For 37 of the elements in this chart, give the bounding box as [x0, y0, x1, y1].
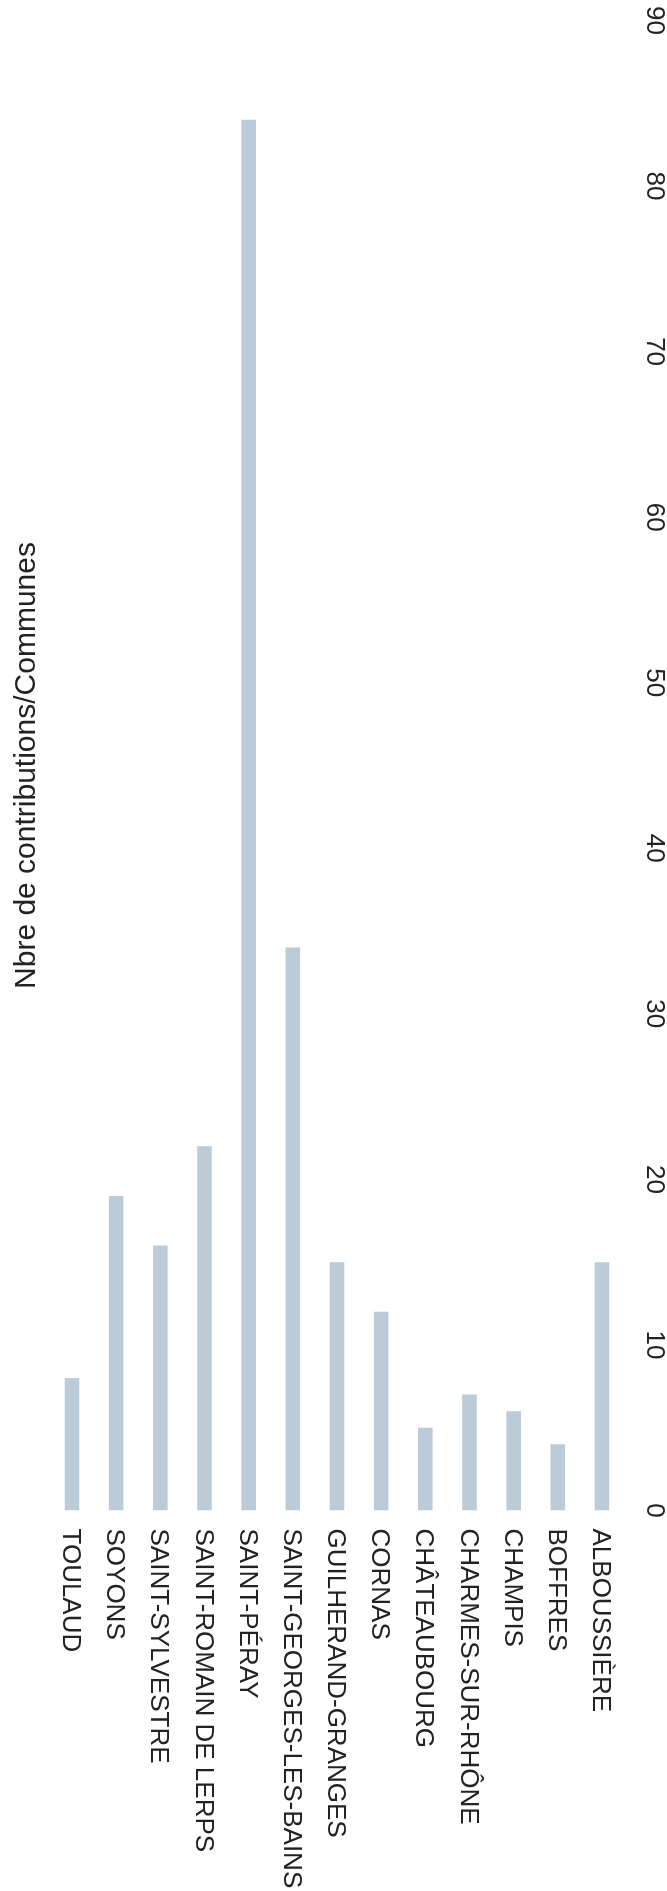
y-tick-label: 60: [640, 502, 667, 532]
x-tick-label: BOFFRES: [542, 1528, 573, 1652]
x-tick-label: SAINT-GEORGES-LES-BAINS: [277, 1528, 308, 1889]
x-tick-label: SAINT-ROMAIN DE LERPS: [189, 1528, 220, 1853]
x-tick-label: CORNAS: [366, 1528, 397, 1640]
y-tick-label: 20: [640, 1164, 667, 1194]
bar: [108, 1195, 124, 1511]
x-tick-label: CHAMPIS: [498, 1528, 529, 1647]
y-tick-label: 0: [640, 1503, 667, 1518]
y-tick-label: 50: [640, 668, 667, 698]
bar: [329, 1262, 345, 1511]
x-tick-label: TOULAUD: [57, 1528, 87, 1653]
bar: [462, 1394, 477, 1511]
bar: [550, 1444, 566, 1511]
bar: [594, 1262, 610, 1511]
y-tick-label: 90: [640, 6, 667, 35]
x-tick-label: SOYONS: [101, 1528, 132, 1640]
text: Nbre de contributions/Communes: [7, 542, 41, 989]
bar: [418, 1427, 433, 1511]
x-tick-label: ALBOUSSIÈRE: [587, 1528, 617, 1713]
y-tick-label: 40: [640, 833, 667, 863]
x-tick-label: GUILHERAND-GRANGES: [322, 1528, 352, 1838]
bar: [197, 1146, 212, 1511]
x-tick-label: SAINT-SYLVESTRE: [145, 1528, 176, 1764]
x-tick-label: CHÂTEAUBOURG: [410, 1528, 441, 1749]
bar: [285, 947, 301, 1511]
bar: [64, 1378, 80, 1511]
x-tick-label: CHARMES-SUR-RHÔNE: [454, 1528, 485, 1825]
bar: [153, 1245, 168, 1511]
y-tick-label: 30: [640, 999, 667, 1029]
bar: [373, 1311, 389, 1511]
y-tick-label: 80: [640, 171, 667, 201]
bar: [506, 1411, 521, 1511]
x-tick-label: SAINT-PÉRAY: [233, 1528, 264, 1699]
y-tick-label: 70: [640, 337, 667, 367]
bar: [241, 119, 256, 1511]
y-tick-label: 10: [640, 1330, 667, 1360]
